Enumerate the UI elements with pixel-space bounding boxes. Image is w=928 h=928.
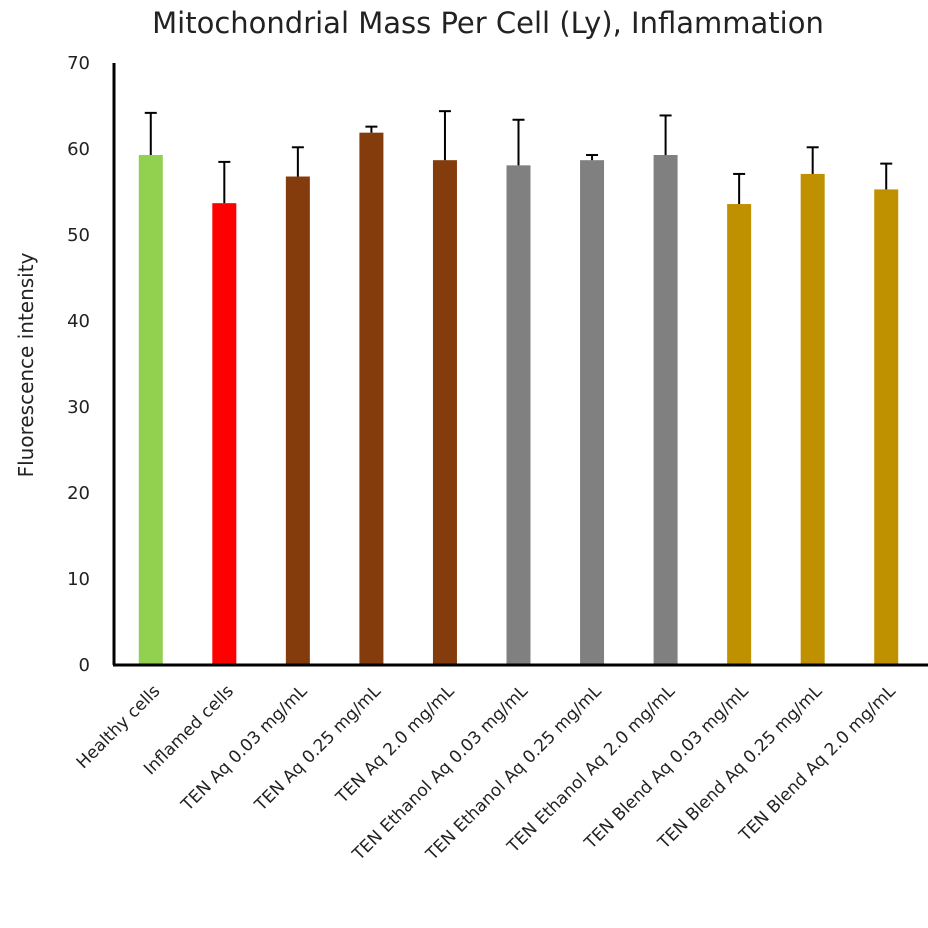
error-bar: [806, 146, 819, 174]
y-tick-label: 70: [67, 53, 90, 74]
y-tick-label: 40: [67, 311, 90, 332]
error-bars: [144, 110, 893, 205]
y-axis-label: Fluorescence intensity: [14, 252, 38, 477]
bars: [138, 132, 899, 666]
bar: [580, 160, 605, 665]
error-bar: [512, 118, 525, 166]
error-bar: [586, 154, 599, 161]
error-bar: [880, 162, 893, 190]
error-bar: [365, 125, 378, 133]
error-bar: [733, 172, 746, 205]
bar: [285, 176, 310, 665]
error-bar: [438, 110, 451, 161]
error-bar: [218, 160, 231, 204]
x-category-label: TEN Blend Aq 2.0 mg/mL: [735, 681, 900, 846]
bar: [506, 165, 531, 665]
bar: [138, 155, 163, 665]
x-category-label: TEN Aq 0.25 mg/mL: [250, 681, 385, 816]
bar: [653, 155, 678, 665]
x-category-label: TEN Aq 0.03 mg/mL: [177, 681, 312, 816]
y-tick-label: 50: [67, 225, 90, 246]
y-tick-label: 0: [79, 655, 90, 676]
y-axis-ticks: 0 10 20 30 40 50 60 70: [67, 53, 90, 676]
y-tick-label: 60: [67, 139, 90, 160]
y-tick-label: 20: [67, 483, 90, 504]
bar: [727, 204, 752, 666]
bar: [212, 203, 237, 665]
bar: [800, 173, 825, 665]
bar: [432, 160, 457, 665]
bar: [874, 189, 899, 666]
chart-title: Mitochondrial Mass Per Cell (Ly), Inflam…: [152, 6, 824, 40]
error-bar: [144, 111, 157, 156]
error-bar: [291, 146, 304, 177]
error-bar: [659, 114, 672, 156]
bar: [359, 132, 384, 665]
y-tick-label: 10: [67, 569, 90, 590]
y-tick-label: 30: [67, 397, 90, 418]
